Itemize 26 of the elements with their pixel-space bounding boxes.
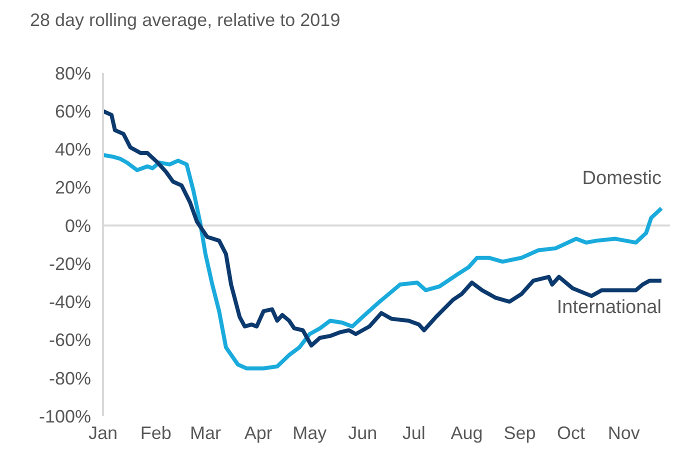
x-tick-label: Jun <box>348 422 378 443</box>
y-tick-label: -40% <box>48 292 91 312</box>
x-tick-label: Jul <box>402 422 426 443</box>
x-tick-label: Sep <box>504 422 536 443</box>
x-tick-label: May <box>292 422 327 443</box>
x-tick-label: Oct <box>556 422 585 443</box>
x-tick-label: Aug <box>450 422 483 443</box>
y-tick-label: 0% <box>64 216 91 236</box>
line-series <box>103 109 664 348</box>
x-tick-label: Jan <box>88 422 118 443</box>
line-series <box>103 152 664 370</box>
y-tick-label: 80% <box>54 63 91 84</box>
y-tick-label: -60% <box>48 330 91 350</box>
x-tick-label: Feb <box>140 422 172 443</box>
y-tick-label: 20% <box>54 178 91 198</box>
y-tick-label: -80% <box>48 368 91 388</box>
y-tick-label: 60% <box>54 102 91 122</box>
y-tick-label: -100% <box>38 406 91 426</box>
x-tick-label: Mar <box>190 422 221 443</box>
series-label: International <box>556 296 662 319</box>
y-tick-label: 40% <box>54 140 91 160</box>
y-tick-label: -20% <box>48 254 91 274</box>
chart-title: 28 day rolling average, relative to 2019 <box>30 10 340 31</box>
x-tick-label: Nov <box>608 422 640 443</box>
series-label: Domestic <box>582 168 662 190</box>
x-tick-label: Apr <box>244 422 272 443</box>
